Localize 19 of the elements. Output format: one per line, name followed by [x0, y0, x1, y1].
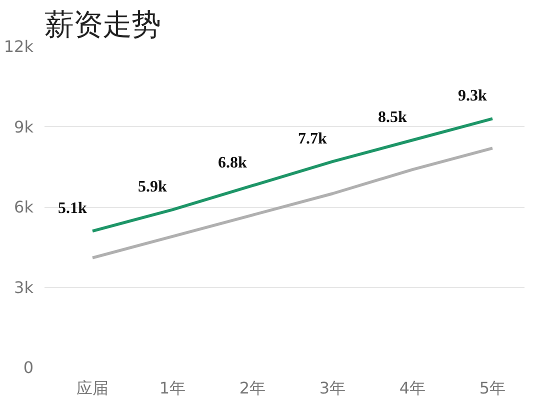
- y-tick-label: 12k: [4, 37, 34, 56]
- x-tick-label: 2年: [239, 378, 266, 398]
- y-tick-label: 3k: [14, 278, 34, 297]
- x-tick-label: 3年: [319, 378, 346, 398]
- data-label: 5.1k: [58, 200, 88, 218]
- x-tick-label: 1年: [159, 378, 186, 398]
- x-tick-label: 4年: [399, 378, 426, 398]
- data-label: 6.8k: [218, 154, 248, 172]
- x-tick-label: 5年: [479, 378, 506, 398]
- data-label: 8.5k: [378, 109, 408, 126]
- data-label: 7.7k: [298, 130, 328, 148]
- data-label: 9.3k: [458, 88, 488, 105]
- x-tick-label: 应届: [76, 378, 108, 398]
- y-tick-label: 0: [23, 358, 34, 377]
- data-label: 5.9k: [138, 178, 168, 196]
- chart-title: 薪资走势: [44, 8, 160, 42]
- y-tick-label: 9k: [14, 117, 34, 136]
- line-series: [91, 146, 494, 260]
- y-tick-label: 6k: [14, 198, 34, 216]
